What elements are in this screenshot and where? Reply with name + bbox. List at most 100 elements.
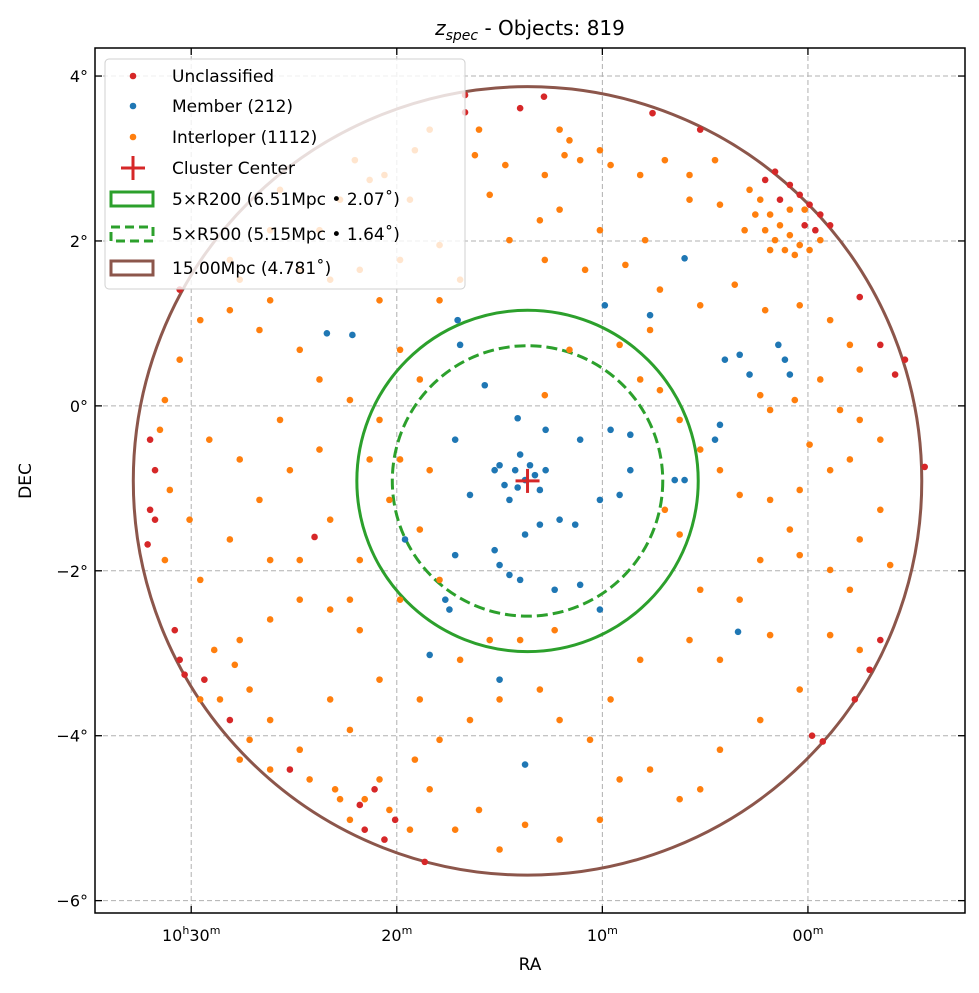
unclassified-point: [381, 836, 388, 843]
interloper-point: [406, 826, 414, 834]
interloper-point: [396, 596, 404, 603]
member-point: [536, 521, 544, 528]
interloper-point: [636, 171, 644, 179]
interloper-point: [786, 231, 794, 239]
member-point: [671, 476, 679, 484]
interloper-point: [756, 716, 764, 724]
unclassified-point: [356, 801, 364, 809]
interloper-point: [846, 586, 854, 594]
interloper-point: [796, 686, 804, 693]
interloper-point: [826, 316, 834, 324]
member-point: [775, 341, 782, 349]
interloper-point: [636, 376, 644, 383]
member-point: [506, 496, 513, 504]
interloper-point: [466, 716, 474, 724]
interloper-point: [781, 246, 789, 254]
r200-circle: [355, 308, 700, 654]
interloper-point: [266, 297, 274, 304]
member-point: [681, 476, 688, 484]
interloper-point: [761, 226, 769, 234]
interloper-point: [641, 236, 649, 244]
interloper-point: [266, 556, 274, 564]
interloper-point: [266, 616, 274, 623]
member-point: [746, 371, 753, 378]
member-point: [576, 581, 584, 589]
outer-legend-label: 15.00Mpc (4.781˚): [172, 258, 331, 279]
unclassified-point: [801, 221, 808, 229]
unclassified-point: [866, 666, 873, 674]
interloper-point: [210, 646, 218, 654]
unclassified-point: [649, 109, 656, 117]
unclassified-point: [891, 371, 899, 378]
interloper-point: [541, 171, 549, 179]
radius-circles: [131, 85, 924, 877]
interloper-point: [346, 726, 354, 734]
interloper-point: [496, 696, 503, 703]
interloper-point: [656, 286, 664, 293]
x-tick-label-part: m: [402, 924, 413, 937]
interloper-point: [336, 795, 344, 803]
interloper-point: [556, 126, 563, 133]
interloper-point: [596, 146, 604, 154]
interloper-point: [686, 196, 693, 204]
member-legend-label: Member (212): [172, 97, 293, 117]
unclassified-point: [901, 356, 909, 363]
member-point: [323, 330, 331, 337]
interloper-point: [556, 716, 563, 724]
interloper-point: [486, 191, 494, 199]
interloper-point: [316, 446, 323, 453]
interloper-point: [416, 526, 424, 533]
interloper-point: [877, 436, 884, 443]
interloper-point: [361, 795, 369, 803]
interloper-point: [566, 346, 573, 354]
interloper-point: [607, 696, 614, 703]
unclassified-point: [851, 696, 859, 703]
member-point: [646, 311, 654, 319]
unclassified-point: [877, 341, 884, 349]
interloper-point: [656, 386, 664, 394]
member-point: [496, 561, 503, 569]
member-point: [576, 436, 584, 443]
interloper-point: [426, 786, 433, 793]
interloper-point: [766, 631, 774, 639]
member-point: [491, 546, 498, 554]
r200-legend-marker: [109, 190, 155, 208]
unclassified-point: [151, 516, 159, 523]
interloper-point: [396, 456, 404, 463]
interloper-point: [161, 556, 169, 564]
member-point: [596, 496, 604, 504]
member-point: [556, 516, 563, 523]
unclassified-point: [877, 636, 884, 644]
member-point: [446, 606, 453, 613]
unclassified-point: [371, 786, 378, 793]
interloper-point: [316, 376, 323, 383]
r500-circle: [390, 344, 665, 618]
interloper-point: [556, 206, 563, 213]
interloper-point: [826, 566, 834, 574]
unclassified-point: [819, 738, 827, 745]
interloper-point: [806, 441, 813, 448]
interloper-point: [766, 246, 774, 254]
unclassified-point: [771, 168, 779, 175]
member-point: [721, 356, 729, 363]
interloper-point: [736, 491, 743, 499]
member-point: [516, 576, 524, 584]
unclassified-point: [516, 104, 524, 112]
y-axis-label: DEC: [16, 463, 36, 499]
interloper-point: [326, 696, 334, 703]
member-point: [736, 351, 743, 359]
interloper-point: [536, 217, 544, 224]
interloper-point: [541, 391, 549, 399]
unclassified-point: [856, 293, 864, 301]
interloper-point: [536, 686, 544, 693]
interloper-point: [346, 596, 354, 603]
interloper-point: [761, 306, 769, 314]
interloper-point: [776, 221, 784, 229]
member-point: [456, 341, 464, 349]
x-tick-label-part: m: [813, 924, 824, 937]
interloper-point: [886, 561, 894, 569]
interloper-point: [796, 241, 804, 249]
chart-title: zspec - Objects: 819: [434, 16, 625, 44]
unclassified-point: [776, 196, 784, 204]
